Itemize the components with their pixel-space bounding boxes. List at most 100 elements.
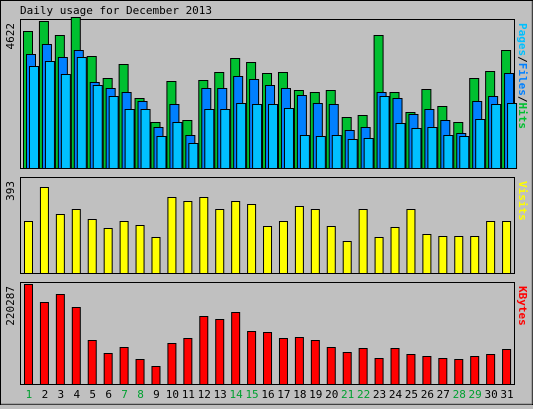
x-tick-label-day-12: 12 — [198, 388, 211, 401]
bar-kbytes-day-18 — [294, 337, 304, 385]
bar-kbytes-day-11 — [183, 338, 193, 385]
x-tick-label-day-17: 17 — [277, 388, 290, 401]
legend: KBytes — [516, 286, 529, 326]
bar-pages-day-22 — [363, 138, 374, 169]
bar-visits-day-15 — [247, 204, 257, 274]
bar-visits-day-5 — [87, 219, 97, 274]
legend-entry: Files — [516, 63, 529, 96]
x-tick-label-day-16: 16 — [261, 388, 274, 401]
bar-kbytes-day-16 — [263, 332, 273, 385]
bar-visits-day-4 — [71, 209, 81, 274]
x-tick-label-day-24: 24 — [389, 388, 403, 401]
bar-visits-day-30 — [486, 221, 496, 274]
bar-visits-day-26 — [422, 234, 432, 274]
legend-separator: / — [516, 56, 529, 63]
bar-visits-day-22 — [358, 209, 368, 274]
bar-kbytes-day-5 — [87, 340, 97, 385]
bar-kbytes-day-29 — [470, 356, 480, 385]
bar-kbytes-day-17 — [278, 338, 288, 385]
bar-pages-day-13 — [220, 109, 231, 169]
bar-kbytes-day-20 — [326, 347, 336, 385]
bar-kbytes-day-22 — [358, 348, 368, 385]
bar-visits-day-17 — [278, 221, 288, 274]
bar-kbytes-day-23 — [374, 358, 384, 385]
bar-visits-day-24 — [390, 227, 400, 274]
x-tick-label-day-6: 6 — [105, 388, 112, 401]
bar-kbytes-day-27 — [438, 358, 448, 385]
bar-visits-day-12 — [199, 197, 209, 274]
panel-3: 220287 KBytes — [4, 282, 529, 385]
x-tick-label-day-29: 29 — [469, 388, 482, 401]
bar-kbytes-day-14 — [231, 312, 241, 385]
x-tick-label-day-21: 21 — [341, 388, 354, 401]
series-kbytes — [24, 284, 512, 385]
x-tick-label-day-11: 11 — [182, 388, 195, 401]
bar-visits-day-3 — [55, 214, 65, 274]
bar-kbytes-day-24 — [390, 348, 400, 385]
series-pages — [29, 57, 518, 169]
bar-visits-day-19 — [310, 209, 320, 274]
chart-title: Daily usage for December 2013 — [20, 4, 212, 17]
bar-pages-day-18 — [299, 135, 310, 169]
bar-pages-day-2 — [44, 61, 55, 169]
legend-separator: / — [516, 96, 529, 103]
bar-pages-day-17 — [283, 108, 294, 169]
bar-pages-day-11 — [188, 143, 199, 169]
bar-pages-day-16 — [268, 104, 279, 169]
bar-kbytes-day-25 — [406, 354, 416, 385]
bar-pages-day-19 — [315, 136, 326, 169]
legend-entry: Hits — [516, 103, 529, 130]
legend: Pages/Files/Hits — [516, 23, 529, 129]
bar-pages-day-14 — [236, 103, 247, 169]
legend-entry: Visits — [516, 181, 529, 221]
bar-visits-day-25 — [406, 209, 416, 274]
bar-visits-day-23 — [374, 237, 384, 274]
x-tick-label-day-18: 18 — [293, 388, 306, 401]
x-tick-label-day-27: 27 — [437, 388, 450, 401]
bar-pages-day-27 — [443, 135, 454, 169]
bar-visits-day-16 — [263, 226, 273, 274]
x-tick-label-day-5: 5 — [89, 388, 96, 401]
bar-kbytes-day-8 — [135, 359, 145, 385]
x-tick-label-day-15: 15 — [245, 388, 258, 401]
bar-kbytes-day-15 — [247, 331, 257, 385]
bar-pages-day-10 — [172, 122, 183, 169]
bar-pages-day-21 — [347, 139, 358, 169]
bar-pages-day-29 — [475, 119, 486, 169]
bar-pages-day-20 — [331, 135, 342, 169]
bar-visits-day-29 — [470, 236, 480, 274]
bar-visits-day-14 — [231, 201, 241, 274]
bar-pages-day-7 — [124, 109, 135, 169]
x-tick-label-day-2: 2 — [42, 388, 49, 401]
x-tick-label-day-28: 28 — [453, 388, 466, 401]
x-tick-label-day-14: 14 — [230, 388, 244, 401]
x-tick-label-day-26: 26 — [421, 388, 434, 401]
bar-kbytes-day-26 — [422, 356, 432, 385]
x-tick-label-day-7: 7 — [121, 388, 128, 401]
bar-kbytes-day-3 — [55, 294, 65, 385]
bar-visits-day-11 — [183, 201, 193, 274]
bar-visits-day-21 — [342, 241, 352, 274]
x-tick-label-day-10: 10 — [166, 388, 179, 401]
x-tick-label-day-8: 8 — [137, 388, 144, 401]
legend-entry: Pages — [516, 23, 529, 56]
bar-visits-day-8 — [135, 225, 145, 274]
bar-pages-day-25 — [411, 128, 422, 169]
bar-pages-day-28 — [459, 136, 470, 169]
bar-pages-day-26 — [427, 127, 438, 169]
bar-visits-day-13 — [215, 209, 225, 274]
bar-pages-day-6 — [108, 96, 119, 169]
bar-visits-day-7 — [119, 221, 129, 274]
bar-visits-day-1 — [24, 221, 33, 274]
bar-kbytes-day-10 — [167, 343, 177, 385]
x-axis-day-labels: 1 2 3 4 5 6 7 8 9 10 11 12 13 14 15 16 17 18 19 20 21 22 23 24 2… — [26, 388, 514, 401]
bar-pages-day-5 — [92, 85, 103, 169]
x-tick-label-day-30: 30 — [484, 388, 497, 401]
bar-pages-day-9 — [156, 136, 167, 169]
panel-2: 393 Visits — [4, 177, 529, 274]
bar-pages-day-4 — [76, 57, 87, 169]
bar-kbytes-day-12 — [199, 316, 209, 385]
bar-pages-day-23 — [379, 96, 390, 169]
x-tick-label-day-3: 3 — [58, 388, 65, 401]
x-tick-label-day-31: 31 — [500, 388, 513, 401]
